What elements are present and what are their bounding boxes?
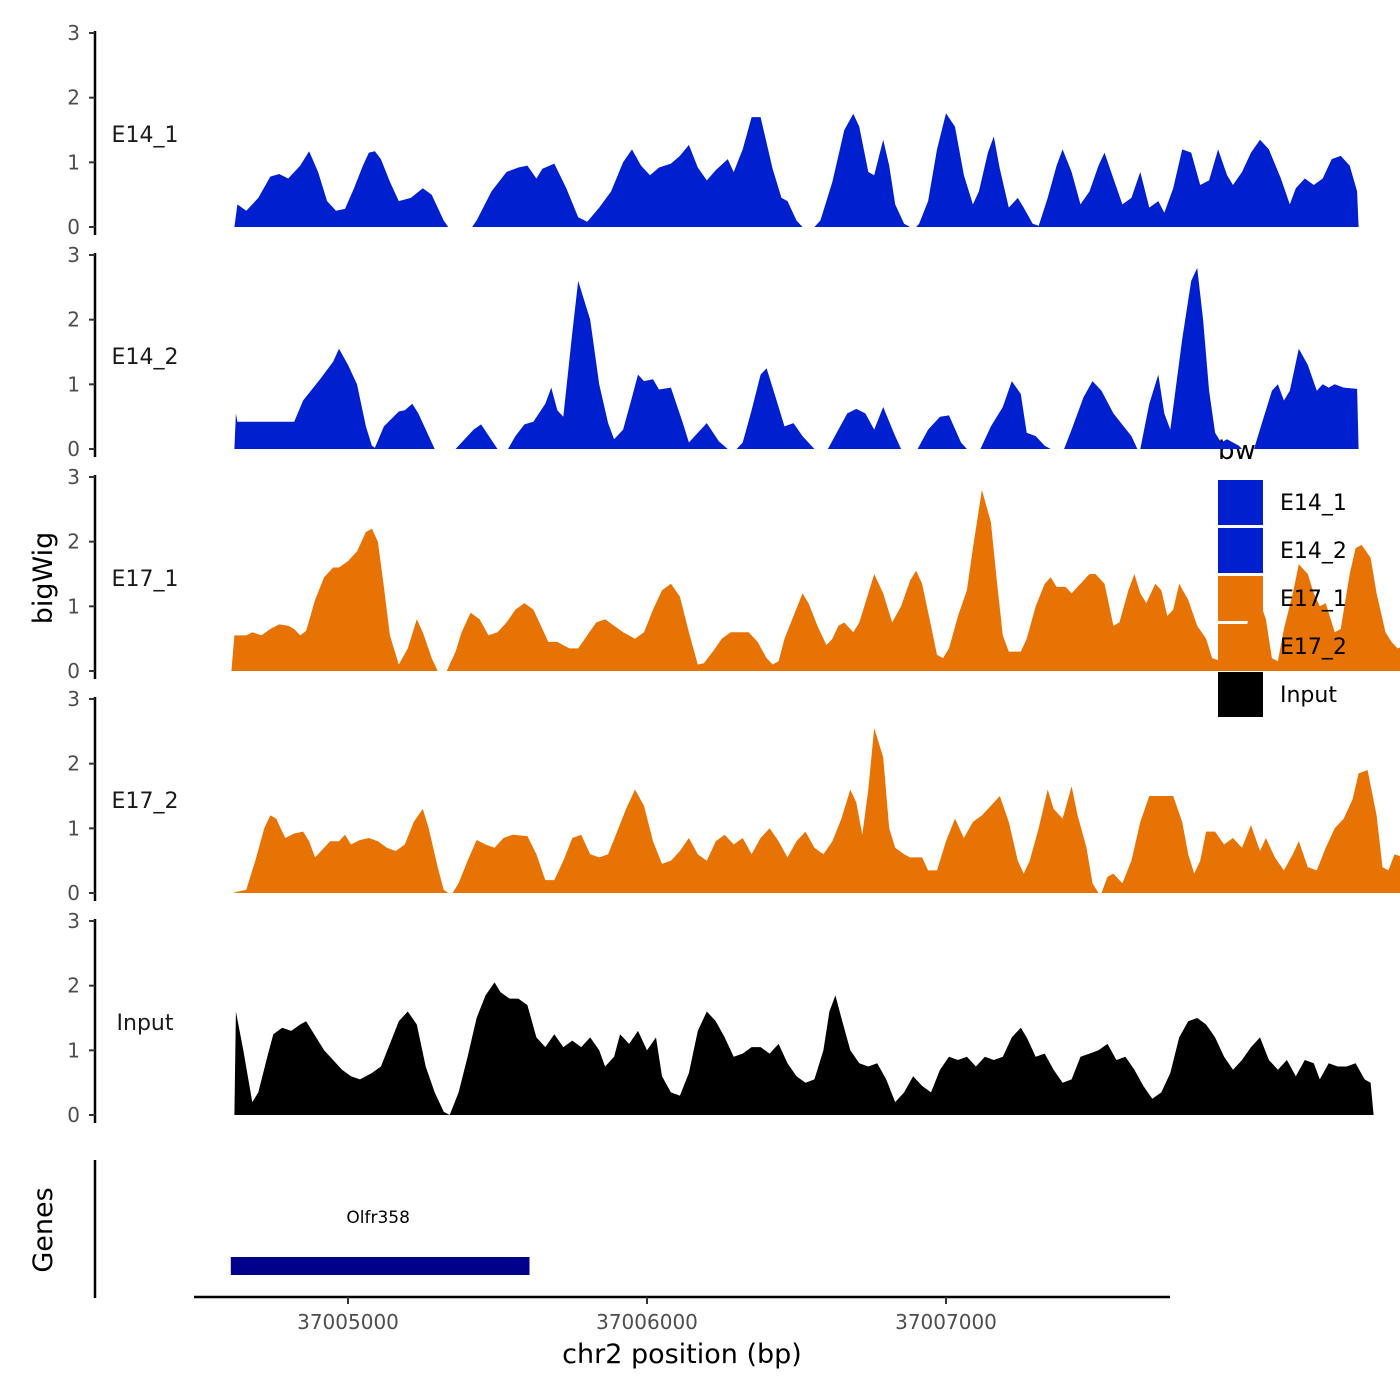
legend-item: E14_1 [1218,480,1347,525]
legend-title: bw [1218,436,1256,466]
y-tick-label: 2 [67,530,80,554]
signal-area-input [234,982,1374,1115]
x-axis-title: chr2 position (bp) [562,1339,802,1370]
y-tick-label: 3 [67,465,80,489]
y-tick-label: 2 [67,752,80,776]
legend-label: E14_1 [1280,491,1347,516]
y-tick-label: 0 [67,659,80,683]
x-tick-label: 37007000 [895,1310,997,1334]
y-tick-label: 0 [67,437,80,461]
y-tick-label: 2 [67,308,80,332]
legend-item: E14_2 [1218,528,1347,573]
y-tick-label: 1 [67,372,80,396]
legend-item: E17_1 [1218,576,1347,621]
y-axis-title: bigWig [28,532,59,625]
x-axis: 37005000 37006000 37007000 [194,1295,1170,1334]
legend-label: E14_2 [1280,539,1347,564]
y-tick-label: 1 [67,150,80,174]
y-tick-label: 1 [67,816,80,840]
signal-area-e17-1 [231,489,1400,671]
signal-area-e14-1 [234,113,1359,227]
gene-label: Olfr358 [346,1208,410,1228]
track-e14-2: 0 1 2 3 E14_2 [67,243,1359,461]
y-tick-label: 3 [67,687,80,711]
y-tick-label: 3 [67,909,80,933]
track-e17-2: 0 1 2 3 E17_2 [67,687,1400,905]
signal-area-e17-2 [232,728,1400,893]
track-input: 0 1 2 3 Input [67,909,1374,1127]
x-tick-label: 37006000 [596,1310,698,1334]
legend-swatch [1218,672,1263,717]
genes-track-title: Genes [28,1187,59,1272]
y-tick-label: 2 [67,86,80,110]
track-e14-1: 0 1 2 3 E14_1 [67,21,1359,239]
gene-bar [230,1257,530,1275]
legend-item: E17_2 [1218,624,1347,669]
track-label: E17_2 [112,789,179,814]
legend-label: Input [1280,683,1337,708]
y-tick-label: 2 [67,974,80,998]
y-tick-label: 0 [67,881,80,905]
track-label: E14_1 [112,123,179,148]
y-tick-label: 0 [67,215,80,239]
legend-swatch [1218,624,1263,669]
legend-item: Input [1218,672,1337,717]
x-tick-label: 37005000 [297,1310,399,1334]
y-tick-label: 0 [67,1103,80,1127]
legend-swatch [1218,480,1263,525]
track-label: E17_1 [112,567,179,592]
track-label: Input [117,1011,174,1036]
y-tick-label: 1 [67,1038,80,1062]
y-tick-label: 3 [67,243,80,267]
track-e17-1: 0 1 2 3 E17_1 [67,465,1400,683]
y-tick-label: 1 [67,594,80,618]
legend-swatch [1218,528,1263,573]
legend-swatch [1218,576,1263,621]
legend-label: E17_2 [1280,635,1347,660]
y-tick-label: 3 [67,21,80,45]
legend: E14_1 E14_2 E17_1 E17_2 Input [1218,480,1347,717]
gene-track: Olfr358 [93,1160,530,1298]
signal-tracks: 0 1 2 3 E14_1 0 1 2 3 E14_2 0 1 2 3 E17_1 0 1 2 3 E17_2 0 1 2 3… [67,21,1400,1127]
track-label: E14_2 [112,345,179,370]
legend-label: E17_1 [1280,587,1347,612]
signal-area-e14-2 [234,267,1359,449]
